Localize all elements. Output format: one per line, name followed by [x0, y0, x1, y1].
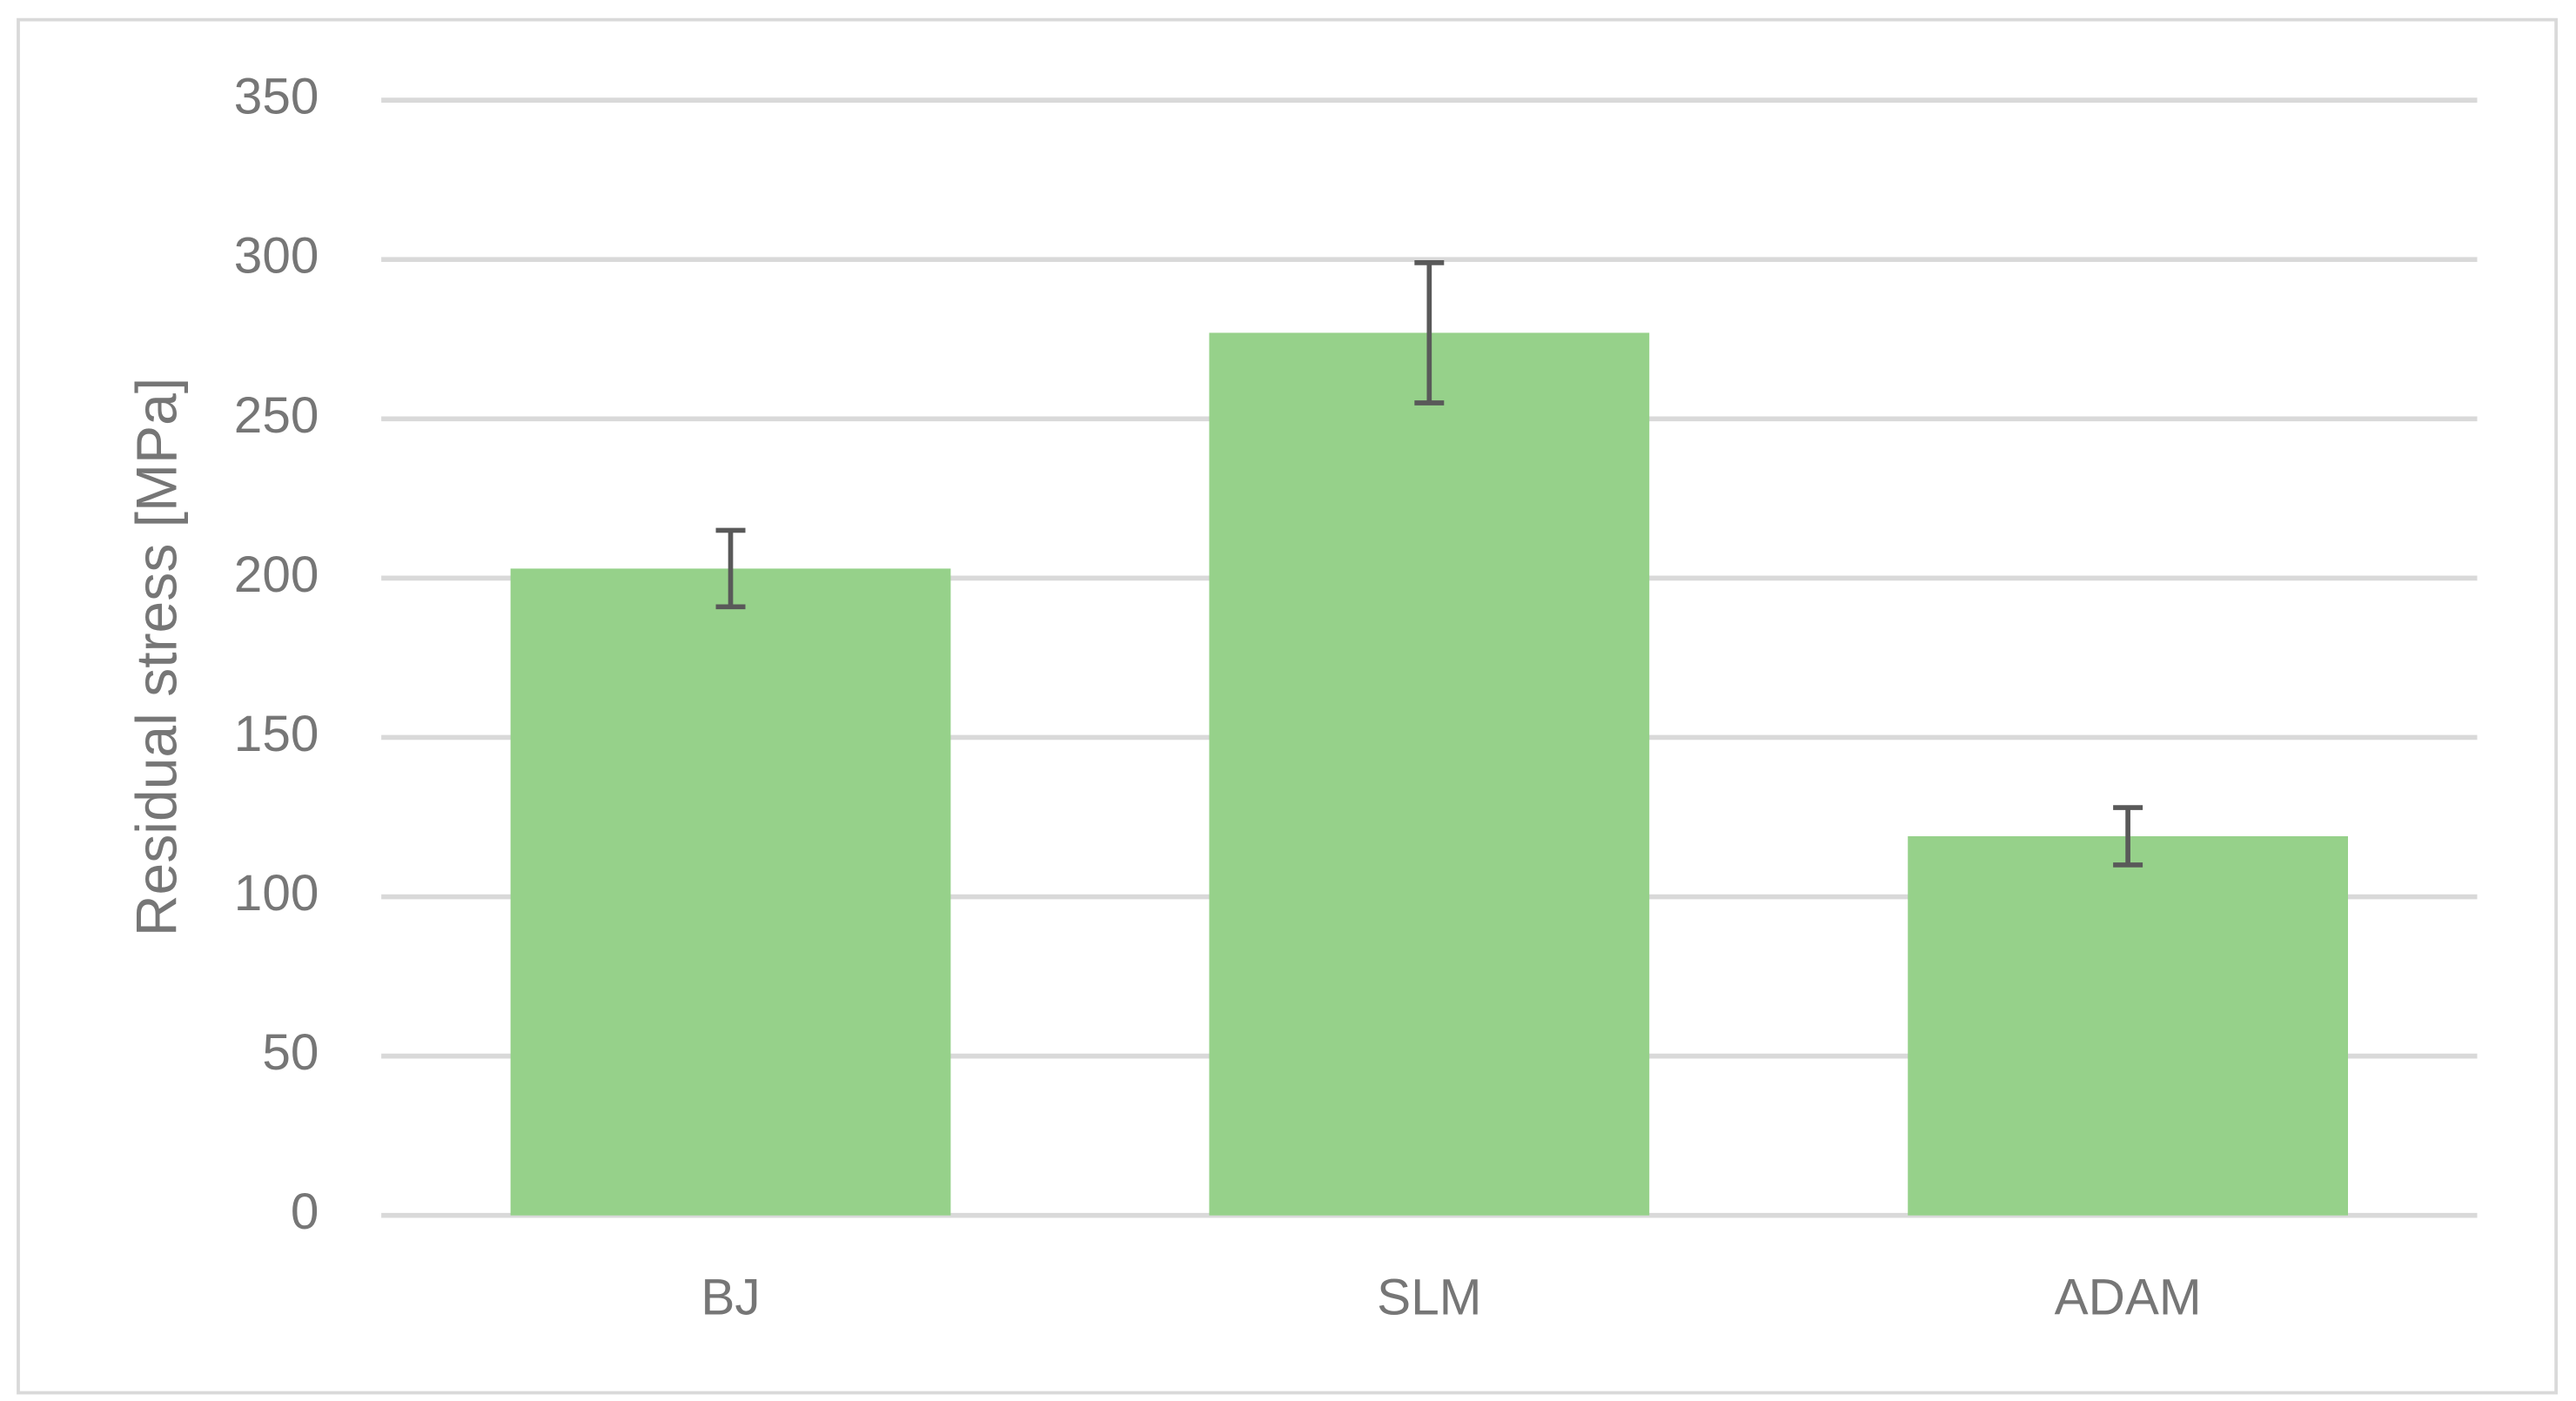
error-bar [1414, 260, 1445, 406]
bar [1908, 835, 2349, 1216]
y-tick-label: 200 [234, 546, 319, 603]
x-tick-label: BJ [701, 1269, 760, 1325]
y-tick-label: 150 [234, 706, 319, 762]
error-bar [715, 527, 746, 610]
y-tick-label: 50 [262, 1024, 319, 1081]
y-axis-label: Residual stress [MPa] [124, 378, 189, 936]
x-tick-label: SLM [1377, 1269, 1481, 1325]
y-tick-label: 0 [291, 1183, 319, 1240]
bar [510, 568, 951, 1216]
bar [1209, 332, 1650, 1216]
x-tick-label: ADAM [2055, 1269, 2202, 1325]
error-bar [2113, 805, 2143, 868]
y-tick-label: 300 [234, 228, 319, 285]
y-tick-label: 250 [234, 387, 319, 444]
y-tick-label: 100 [234, 865, 319, 922]
y-tick-label: 350 [234, 69, 319, 125]
